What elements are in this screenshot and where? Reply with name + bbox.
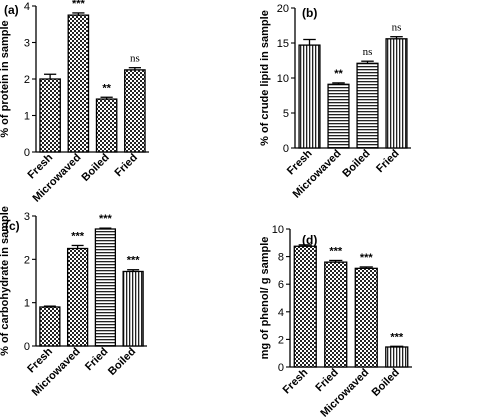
y-tick-label: 0: [283, 143, 289, 155]
x-tick-label: Fried: [374, 148, 402, 176]
y-tick-label: 2: [24, 74, 30, 86]
bar-microwaved: [67, 14, 90, 153]
significance-label: ***: [99, 213, 113, 225]
y-axis-label: % of crude lipid in sample: [259, 10, 271, 146]
y-tick-label: 8: [278, 252, 284, 264]
significance-label: ***: [72, 0, 86, 10]
x-tick-label: Boiled: [340, 148, 372, 180]
bar-fresh: [39, 78, 61, 153]
panel-label: (c): [5, 219, 20, 233]
panel-label: (d): [302, 233, 317, 247]
significance-label: ***: [71, 230, 85, 242]
y-tick-label: 4: [24, 1, 30, 13]
bar-fresh: [298, 44, 321, 149]
x-tick-label: Fresh: [281, 366, 311, 396]
bar-boiled: [385, 346, 409, 368]
y-tick-label: 1: [24, 298, 30, 310]
y-tick-label: 0: [24, 147, 30, 159]
panel-label: (a): [4, 3, 19, 17]
significance-label: **: [102, 82, 111, 94]
bar-microwaved: [354, 267, 378, 368]
bar-fried: [124, 69, 146, 153]
bar-fried: [94, 228, 117, 347]
significance-label: ns: [130, 53, 140, 65]
y-tick-label: 10: [272, 224, 284, 236]
significance-label: ***: [127, 255, 141, 267]
bar-fresh: [293, 245, 317, 368]
bar-fried: [324, 261, 348, 368]
bar-boiled: [122, 270, 144, 347]
y-axis-label: % of protein in sample: [0, 20, 11, 137]
y-axis-label: mg of phenol/ g sample: [259, 237, 271, 360]
y-tick-label: 0: [24, 341, 30, 353]
bar-fresh: [39, 306, 61, 347]
significance-label: ***: [360, 252, 374, 264]
significance-label: ***: [329, 245, 343, 257]
y-tick-label: 1: [24, 111, 30, 123]
bar-boiled: [356, 62, 379, 149]
y-tick-label: 3: [24, 211, 30, 223]
x-tick-label: Boiled: [79, 152, 111, 184]
x-tick-label: Boiled: [370, 367, 402, 399]
y-tick-label: 0: [278, 362, 284, 374]
y-tick-label: 4: [278, 307, 284, 319]
significance-label: ns: [392, 22, 402, 34]
y-tick-label: 2: [278, 334, 284, 346]
x-tick-label: Fried: [313, 367, 341, 395]
significance-label: ns: [363, 46, 373, 58]
y-axis-label: % of carbohydrate in sample: [0, 206, 11, 356]
bar-microwaved: [66, 247, 89, 347]
bar-boiled: [95, 98, 118, 153]
y-tick-label: 6: [278, 279, 284, 291]
y-tick-label: 15: [277, 38, 289, 50]
significance-label: ***: [390, 331, 404, 343]
y-tick-label: 10: [277, 73, 289, 85]
y-tick-label: 5: [283, 108, 289, 120]
x-tick-label: Fried: [112, 152, 140, 180]
y-tick-label: 20: [277, 3, 289, 15]
bar-fried: [385, 38, 408, 149]
y-tick-label: 2: [24, 254, 30, 266]
significance-label: **: [334, 68, 343, 80]
x-tick-label: Boiled: [106, 346, 138, 378]
y-tick-label: 3: [24, 38, 30, 50]
panel-label: (b): [302, 6, 317, 20]
bar-microwaved: [327, 83, 350, 149]
